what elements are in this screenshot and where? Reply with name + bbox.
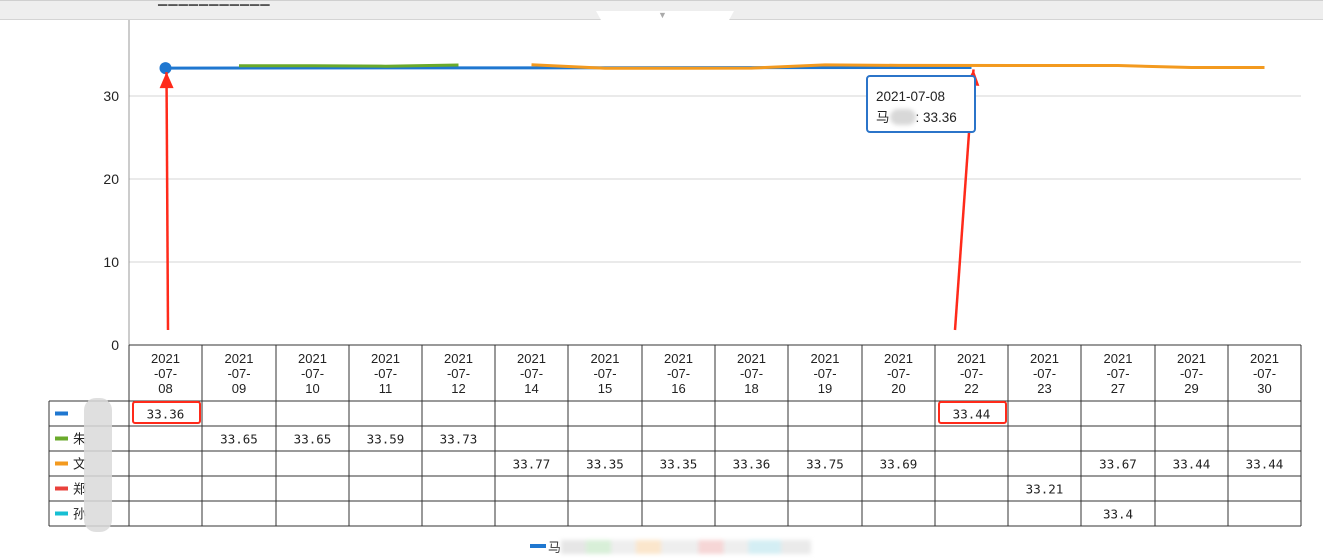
x-category-label: -07- xyxy=(1033,366,1056,381)
x-category-label: 2021 xyxy=(151,351,180,366)
annotation-arrow xyxy=(165,72,170,331)
x-category-label: 2021 xyxy=(225,351,254,366)
table-cell-value: 33.35 xyxy=(586,457,624,472)
x-category-label: 09 xyxy=(232,381,246,396)
x-category-label: 2021 xyxy=(1030,351,1059,366)
tooltip-date: 2021-07-08 xyxy=(876,89,946,104)
chevron-down-icon[interactable]: ▼ xyxy=(658,10,667,20)
table-cell-value: 33.44 xyxy=(1173,457,1211,472)
tooltip-series-prefix: 马 xyxy=(876,110,890,125)
x-category-label: 12 xyxy=(451,381,465,396)
x-category-label: 18 xyxy=(744,381,758,396)
x-category-label: 2021 xyxy=(1177,351,1206,366)
table-cell-value: 33.65 xyxy=(220,432,258,447)
x-category-label: -07- xyxy=(1253,366,1276,381)
table-cell-value: 33.75 xyxy=(806,457,844,472)
redacted-row-labels xyxy=(84,398,112,532)
row-series-label: 郑 xyxy=(73,482,86,497)
x-category-label: -07- xyxy=(887,366,910,381)
x-category-label: -07- xyxy=(593,366,616,381)
x-category-label: 2021 xyxy=(517,351,546,366)
chart-tooltip: 2021-07-08 马 : 33.36 xyxy=(866,75,976,133)
x-category-label: 16 xyxy=(671,381,685,396)
highlight-box xyxy=(938,401,1007,424)
legend-swatch xyxy=(530,544,546,548)
x-category-label: 2021 xyxy=(957,351,986,366)
x-category-label: 29 xyxy=(1184,381,1198,396)
x-category-label: 20 xyxy=(891,381,905,396)
series-line xyxy=(239,63,459,68)
x-category-label: 10 xyxy=(305,381,319,396)
chart-legend[interactable]: 马 xyxy=(530,537,812,555)
tooltip-value: : 33.36 xyxy=(915,110,957,125)
y-tick-label: 30 xyxy=(103,88,119,104)
table-cell-value: 33.59 xyxy=(367,432,405,447)
table-cell-value: 33.44 xyxy=(953,407,991,422)
x-category-label: 2021 xyxy=(1104,351,1133,366)
redacted-name xyxy=(889,109,916,125)
x-category-label: 27 xyxy=(1111,381,1125,396)
table-cell-value: 33.36 xyxy=(147,407,185,422)
x-category-label: -07- xyxy=(301,366,324,381)
x-category-label: 2021 xyxy=(811,351,840,366)
row-series-label: 孙 xyxy=(73,507,86,522)
x-category-label: 2021 xyxy=(664,351,693,366)
x-category-label: -07- xyxy=(1106,366,1129,381)
table-cell-value: 33.4 xyxy=(1103,507,1133,522)
table-cell-value: 33.35 xyxy=(660,457,698,472)
x-category-label: 2021 xyxy=(591,351,620,366)
x-category-label: 14 xyxy=(524,381,538,396)
collapse-tab[interactable]: ▼ xyxy=(596,11,734,21)
annotation-arrowhead xyxy=(159,72,174,89)
x-category-label: 22 xyxy=(964,381,978,396)
x-category-label: -07- xyxy=(227,366,250,381)
table-cell-value: 33.73 xyxy=(440,432,478,447)
x-category-label: 15 xyxy=(598,381,612,396)
x-category-label: -07- xyxy=(1180,366,1203,381)
x-category-label: 2021 xyxy=(298,351,327,366)
x-category-label: -07- xyxy=(667,366,690,381)
legend-first-label[interactable]: 马 xyxy=(548,540,562,555)
x-category-label: 30 xyxy=(1257,381,1271,396)
y-tick-label: 0 xyxy=(111,337,119,353)
table-cell-value: 33.67 xyxy=(1099,457,1137,472)
x-category-label: -07- xyxy=(960,366,983,381)
row-series-label: 文 xyxy=(73,457,86,472)
x-category-label: 23 xyxy=(1037,381,1051,396)
y-tick-label: 20 xyxy=(103,171,119,187)
x-category-label: 11 xyxy=(379,381,393,396)
x-category-label: 2021 xyxy=(1250,351,1279,366)
x-category-label: 2021 xyxy=(884,351,913,366)
x-category-label: -07- xyxy=(740,366,763,381)
table-cell-value: 33.21 xyxy=(1026,482,1064,497)
row-series-label: 朱 xyxy=(73,432,86,447)
x-category-label: 2021 xyxy=(444,351,473,366)
table-cell-value: 33.69 xyxy=(880,457,918,472)
table-cell-value: 33.65 xyxy=(294,432,332,447)
table-cell-value: 33.77 xyxy=(513,457,551,472)
series-line xyxy=(531,63,1265,70)
x-category-label: -07- xyxy=(154,366,177,381)
x-category-label: 08 xyxy=(158,381,172,396)
x-category-label: -07- xyxy=(520,366,543,381)
x-category-label: 2021 xyxy=(371,351,400,366)
table-cell-value: 33.44 xyxy=(1246,457,1284,472)
topbar-title: ▁▁▁▁▁▁▁▁▁▁▁ xyxy=(158,0,271,6)
table-cell-value: 33.36 xyxy=(733,457,771,472)
x-category-label: -07- xyxy=(447,366,470,381)
tooltip-value-line: 马 : 33.36 xyxy=(876,107,974,128)
highlight-box xyxy=(132,401,201,424)
x-category-label: 2021 xyxy=(737,351,766,366)
legend-redacted-entries xyxy=(561,540,812,554)
y-tick-label: 10 xyxy=(103,254,119,270)
x-category-label: -07- xyxy=(813,366,836,381)
hovered-data-point xyxy=(159,62,172,75)
x-category-label: 19 xyxy=(818,381,832,396)
x-category-label: -07- xyxy=(374,366,397,381)
